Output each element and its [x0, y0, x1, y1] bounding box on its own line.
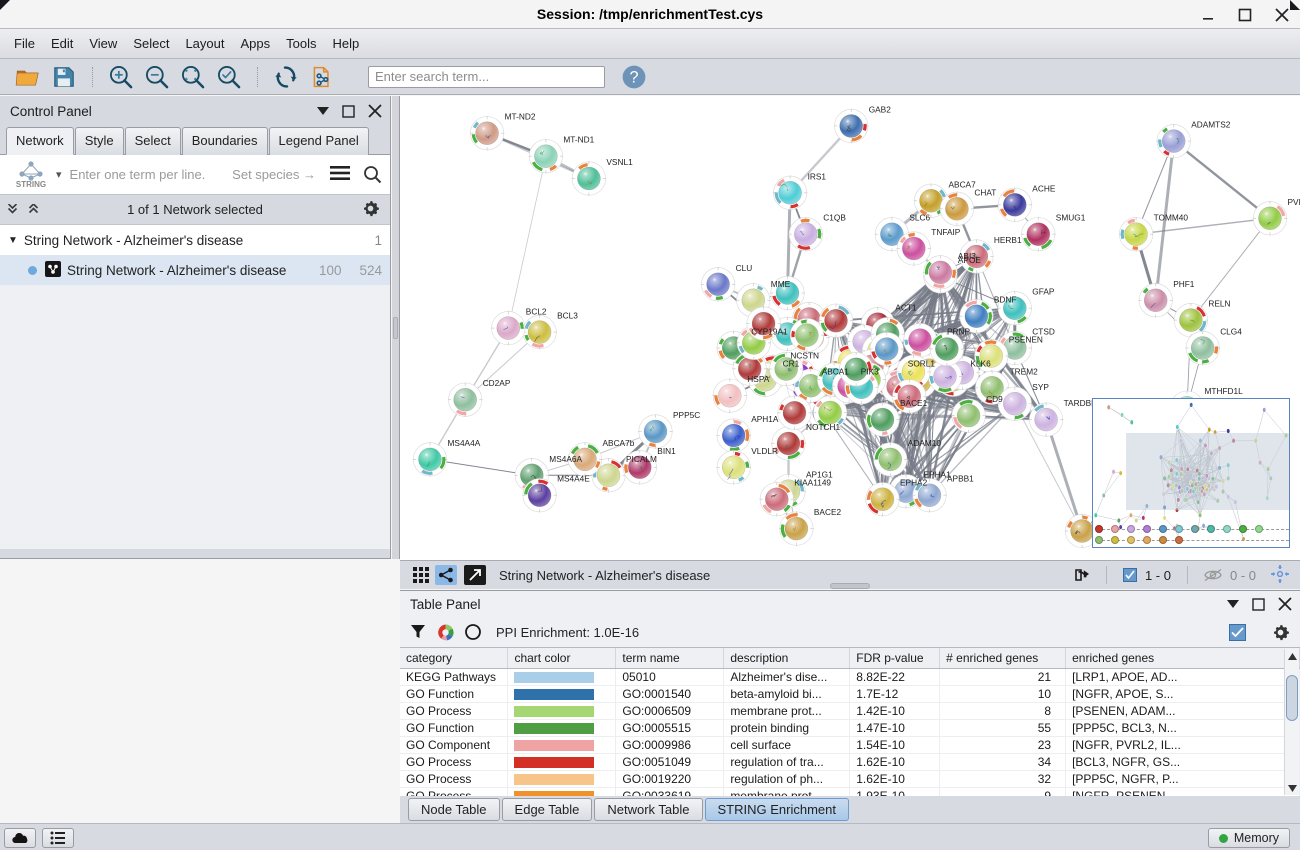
svg-text:ABCA1: ABCA1 [822, 366, 850, 376]
svg-text:ACHE: ACHE [1032, 183, 1056, 193]
svg-text:TNFAIP: TNFAIP [931, 227, 961, 237]
svg-text:KLK6: KLK6 [970, 358, 991, 368]
svg-text:MS4A4E: MS4A4E [557, 474, 590, 484]
svg-text:MME: MME [771, 279, 791, 289]
svg-text:C1QB: C1QB [823, 213, 846, 223]
svg-text:PRNP: PRNP [947, 327, 971, 337]
svg-text:SLC6: SLC6 [909, 213, 930, 223]
svg-text:CYP19A1: CYP19A1 [751, 327, 788, 337]
svg-text:MT-ND2: MT-ND2 [505, 112, 536, 122]
svg-text:GFAP: GFAP [1032, 287, 1055, 297]
svg-text:PVRL2: PVRL2 [1288, 197, 1300, 207]
svg-text:ADAM10: ADAM10 [908, 438, 942, 448]
svg-text:?: ? [629, 68, 638, 86]
svg-text:BDNF: BDNF [994, 295, 1017, 305]
svg-text:MT-ND1: MT-ND1 [563, 135, 594, 145]
svg-text:APH1A: APH1A [751, 414, 779, 424]
svg-text:BIN1: BIN1 [657, 446, 676, 456]
svg-text:SYP: SYP [1032, 382, 1049, 392]
svg-text:RELN: RELN [1208, 299, 1230, 309]
svg-text:GAB2: GAB2 [869, 105, 892, 115]
svg-text:SMUG1: SMUG1 [1056, 213, 1086, 223]
svg-text:HERB1: HERB1 [994, 235, 1022, 245]
svg-text:CHAT: CHAT [974, 187, 996, 197]
svg-text:MS4A4A: MS4A4A [448, 438, 481, 448]
svg-text:ACT1: ACT1 [895, 303, 917, 313]
svg-text:PPP5C: PPP5C [673, 410, 700, 420]
svg-text:NOTCH1: NOTCH1 [806, 422, 840, 432]
svg-text:ABCA7: ABCA7 [949, 179, 977, 189]
svg-text:MS4A6A: MS4A6A [549, 454, 582, 464]
svg-text:ABCA7b: ABCA7b [603, 438, 635, 448]
svg-text:CLU: CLU [736, 263, 753, 273]
svg-text:PIK3: PIK3 [861, 366, 879, 376]
svg-text:SORL1: SORL1 [908, 358, 936, 368]
svg-text:APBB1: APBB1 [947, 474, 974, 484]
svg-text:ABI3: ABI3 [958, 251, 976, 261]
svg-text:BCL2: BCL2 [526, 307, 547, 317]
svg-text:PICALM: PICALM [626, 454, 657, 464]
svg-text:PSENEN: PSENEN [1009, 335, 1043, 345]
svg-text:TOMM40: TOMM40 [1154, 213, 1189, 223]
svg-text:TREM2: TREM2 [1010, 366, 1039, 376]
svg-text:ADAMTS2: ADAMTS2 [1191, 120, 1231, 130]
svg-text:BCL3: BCL3 [557, 311, 578, 321]
svg-text:EPHA2: EPHA2 [900, 478, 928, 488]
svg-text:PHF1: PHF1 [1173, 279, 1195, 289]
svg-text:BACE1: BACE1 [900, 398, 928, 408]
svg-text:IRS1: IRS1 [808, 171, 827, 181]
svg-text:CD2AP: CD2AP [483, 378, 511, 388]
svg-text:BACE2: BACE2 [814, 507, 842, 517]
svg-text:MTHFD1L: MTHFD1L [1205, 386, 1244, 396]
svg-text:CR1: CR1 [783, 358, 800, 368]
svg-text:CLG4: CLG4 [1220, 327, 1242, 337]
svg-text:CD9: CD9 [986, 394, 1003, 404]
svg-text:HSPA: HSPA [747, 374, 769, 384]
svg-text:KIAA1149: KIAA1149 [794, 478, 831, 488]
svg-text:VLDLR: VLDLR [751, 446, 778, 456]
svg-text:VSNL1: VSNL1 [606, 157, 633, 167]
